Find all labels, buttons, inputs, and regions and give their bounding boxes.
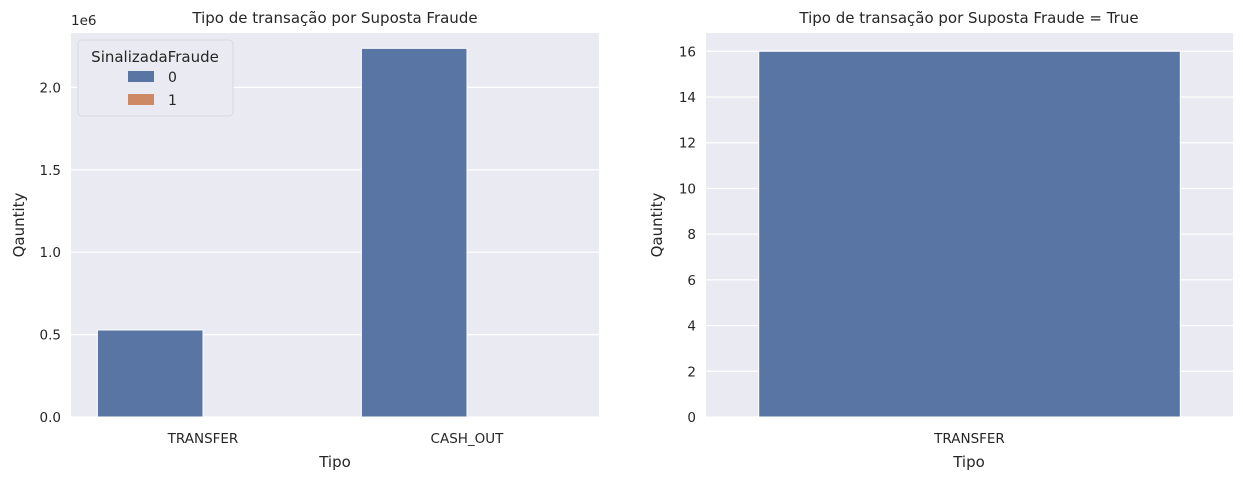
y-tick-label: 1.0 [40, 245, 61, 261]
y-tick-label: 0.0 [40, 410, 61, 426]
chart-1-offset-label: 1e6 [71, 13, 96, 29]
legend-title: SinalizadaFraude [91, 48, 219, 66]
chart-1: 0.0 0.5 1.0 1.5 2.0 TRANSFER CASH_OUT Tipo de… [10, 9, 599, 471]
bar [96, 329, 204, 418]
y-tick-label: 14 [679, 90, 696, 106]
chart-1-y-axis-label: Qauntity [10, 192, 28, 257]
y-tick-label: 16 [679, 44, 696, 60]
y-tick-label: 4 [687, 319, 696, 335]
legend-label-0: 0 [168, 70, 177, 86]
y-tick-label: 10 [679, 181, 696, 197]
chart-1-title: Tipo de transação por Suposta Fraude [191, 9, 477, 27]
legend-swatch-1 [128, 94, 154, 105]
y-tick-label: 2 [687, 364, 696, 380]
x-tick-label: CASH_OUT [431, 431, 505, 447]
chart-2-y-ticks: 0 2 4 6 8 10 12 14 16 [679, 44, 696, 426]
chart-1-bars [96, 47, 468, 418]
x-tick-label: TRANSFER [933, 431, 1005, 447]
y-tick-label: 8 [687, 227, 696, 243]
y-tick-label: 0 [687, 410, 696, 426]
y-tick-label: 6 [687, 273, 696, 289]
chart-1-y-ticks: 0.0 0.5 1.0 1.5 2.0 [40, 80, 61, 426]
chart-1-x-axis-label: Tipo [318, 453, 351, 471]
chart-2-x-axis-label: Tipo [952, 453, 985, 471]
legend-label-1: 1 [168, 93, 177, 109]
bar [758, 50, 1181, 418]
chart-2-title: Tipo de transação por Suposta Fraude = T… [798, 9, 1138, 27]
chart-2: 0 2 4 6 8 10 12 14 16 TRANSFER Tipo de transação… [648, 9, 1233, 471]
legend-box [77, 39, 234, 117]
bar [360, 47, 468, 418]
x-tick-label: TRANSFER [167, 431, 239, 447]
chart-2-y-axis-label: Qauntity [648, 192, 666, 257]
y-tick-label: 12 [679, 136, 696, 152]
chart-1-legend: SinalizadaFraude 0 1 [77, 39, 234, 117]
y-tick-label: 2.0 [40, 80, 61, 96]
chart-2-bars [758, 50, 1181, 418]
y-tick-label: 1.5 [40, 163, 61, 179]
y-tick-label: 0.5 [40, 328, 61, 344]
chart-2-x-ticks: TRANSFER [933, 431, 1005, 447]
chart-1-x-ticks: TRANSFER CASH_OUT [167, 431, 505, 447]
legend-swatch-0 [128, 71, 154, 82]
